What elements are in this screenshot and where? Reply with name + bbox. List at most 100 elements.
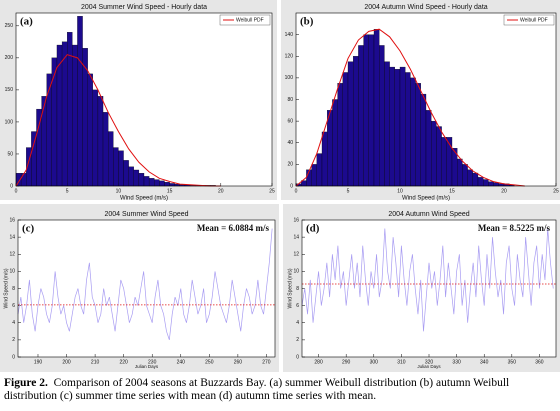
- panel-label: (a): [20, 16, 33, 28]
- y-tick-label: 4: [12, 320, 15, 326]
- figure: 2004 Summer Wind Speed - Hourly data Wind…: [0, 0, 560, 372]
- x-tick-label: 15: [449, 188, 455, 194]
- x-tick-label: 20: [501, 188, 507, 194]
- histogram-bar: [353, 56, 359, 187]
- y-tick-label: 0: [296, 354, 299, 360]
- histogram-bar: [118, 150, 124, 187]
- y-tick-label: 150: [5, 87, 14, 93]
- x-tick-label: 290: [342, 359, 351, 365]
- y-tick-label: 80: [287, 97, 293, 103]
- histogram-bar: [51, 57, 58, 187]
- y-tick-label: 16: [9, 217, 15, 223]
- histogram-bar: [316, 153, 323, 187]
- histogram-bar: [358, 45, 364, 187]
- x-tick-label: 270: [262, 359, 271, 365]
- y-tick-label: 50: [7, 151, 13, 157]
- histogram-bar: [108, 131, 114, 187]
- panel-label: (b): [300, 16, 314, 28]
- chart-title: 2004 Autumn Wind Speed - Hourly data: [364, 4, 487, 11]
- y-axis-label: Wind Speed (m/s): [287, 268, 293, 308]
- histogram-bar: [410, 77, 416, 187]
- plot-frame: [17, 219, 276, 358]
- x-tick-label: 25: [269, 188, 275, 194]
- histogram-bar: [483, 179, 489, 187]
- histogram-bar: [154, 179, 160, 187]
- histogram-bar: [113, 147, 119, 187]
- y-tick-label: 10: [293, 269, 299, 275]
- histogram-bar: [321, 131, 328, 187]
- histogram-bar: [399, 66, 406, 187]
- y-axis-label: Wind Speed (m/s): [3, 268, 9, 308]
- histogram-bar: [462, 164, 468, 187]
- panel-label: (d): [306, 223, 320, 235]
- weibull-curve: [295, 28, 525, 187]
- x-tick-label: 10: [116, 188, 122, 194]
- x-tick-label: 200: [62, 359, 71, 365]
- x-tick-label: 250: [205, 359, 214, 365]
- x-tick-label: 220: [119, 359, 128, 365]
- x-axis-label: Julian Days: [135, 364, 159, 369]
- panel-label: (c): [22, 223, 35, 235]
- y-tick-label: 14: [9, 234, 15, 240]
- plot-frame: [301, 219, 557, 358]
- histogram-bar: [337, 83, 343, 187]
- chart-title: 2004 Autumn Wind Speed: [388, 211, 469, 218]
- x-tick-label: 5: [347, 188, 350, 194]
- x-axis-label: Wind Speed (m/s): [402, 196, 450, 202]
- histogram-bar: [420, 93, 427, 187]
- histogram-bar: [394, 69, 401, 187]
- histogram-bar: [477, 177, 484, 187]
- x-tick-label: 300: [370, 359, 379, 365]
- plot-area: [18, 220, 275, 357]
- y-tick-label: 14: [293, 234, 299, 240]
- x-tick-label: 20: [218, 188, 224, 194]
- x-tick-label: 25: [553, 188, 559, 194]
- y-tick-label: 0: [10, 183, 13, 189]
- histogram-bar: [72, 44, 78, 187]
- y-tick-label: 60: [287, 118, 293, 124]
- histogram-bar: [123, 160, 129, 187]
- plot-area: [302, 220, 556, 357]
- x-tick-label: 0: [15, 188, 18, 194]
- histogram-bar: [441, 137, 447, 187]
- histogram-bar: [41, 96, 47, 187]
- histogram-bar: [311, 164, 317, 187]
- y-tick-label: 8: [296, 286, 299, 292]
- legend-label: Weibull PDF: [520, 17, 548, 23]
- histogram-bar: [347, 61, 354, 187]
- histogram-bar: [20, 173, 27, 187]
- histogram-bar: [431, 120, 437, 187]
- histogram-bar: [46, 73, 52, 187]
- histogram-bar: [36, 108, 42, 187]
- y-tick-label: 2: [296, 337, 299, 343]
- legend-label: Weibull PDF: [236, 17, 264, 23]
- x-tick-label: 10: [397, 188, 403, 194]
- y-tick-label: 200: [5, 55, 14, 61]
- x-tick-label: 15: [167, 188, 173, 194]
- x-tick-label: 240: [177, 359, 186, 365]
- histogram-bar: [102, 112, 109, 187]
- histogram-bar: [143, 176, 150, 187]
- histogram-bar: [61, 41, 68, 187]
- y-tick-label: 40: [287, 140, 293, 146]
- histogram-bar: [425, 110, 432, 187]
- y-tick-label: 20: [287, 162, 293, 168]
- histogram-bar: [342, 72, 349, 187]
- histogram-bar: [138, 173, 145, 187]
- x-tick-label: 340: [480, 359, 489, 365]
- histogram-bar: [405, 72, 411, 187]
- plot-frame: [15, 12, 273, 187]
- x-tick-label: 320: [425, 359, 434, 365]
- histogram-bar: [128, 166, 134, 187]
- x-tick-label: 5: [66, 188, 69, 194]
- histogram-bar: [92, 89, 99, 187]
- x-tick-label: 0: [295, 188, 298, 194]
- histogram-bar: [373, 29, 380, 187]
- histogram-bar: [472, 172, 479, 187]
- histogram-bar: [148, 178, 155, 187]
- y-tick-label: 6: [296, 303, 299, 309]
- histogram-bar: [332, 99, 338, 187]
- y-tick-label: 4: [296, 320, 299, 326]
- histogram-bar: [368, 34, 375, 187]
